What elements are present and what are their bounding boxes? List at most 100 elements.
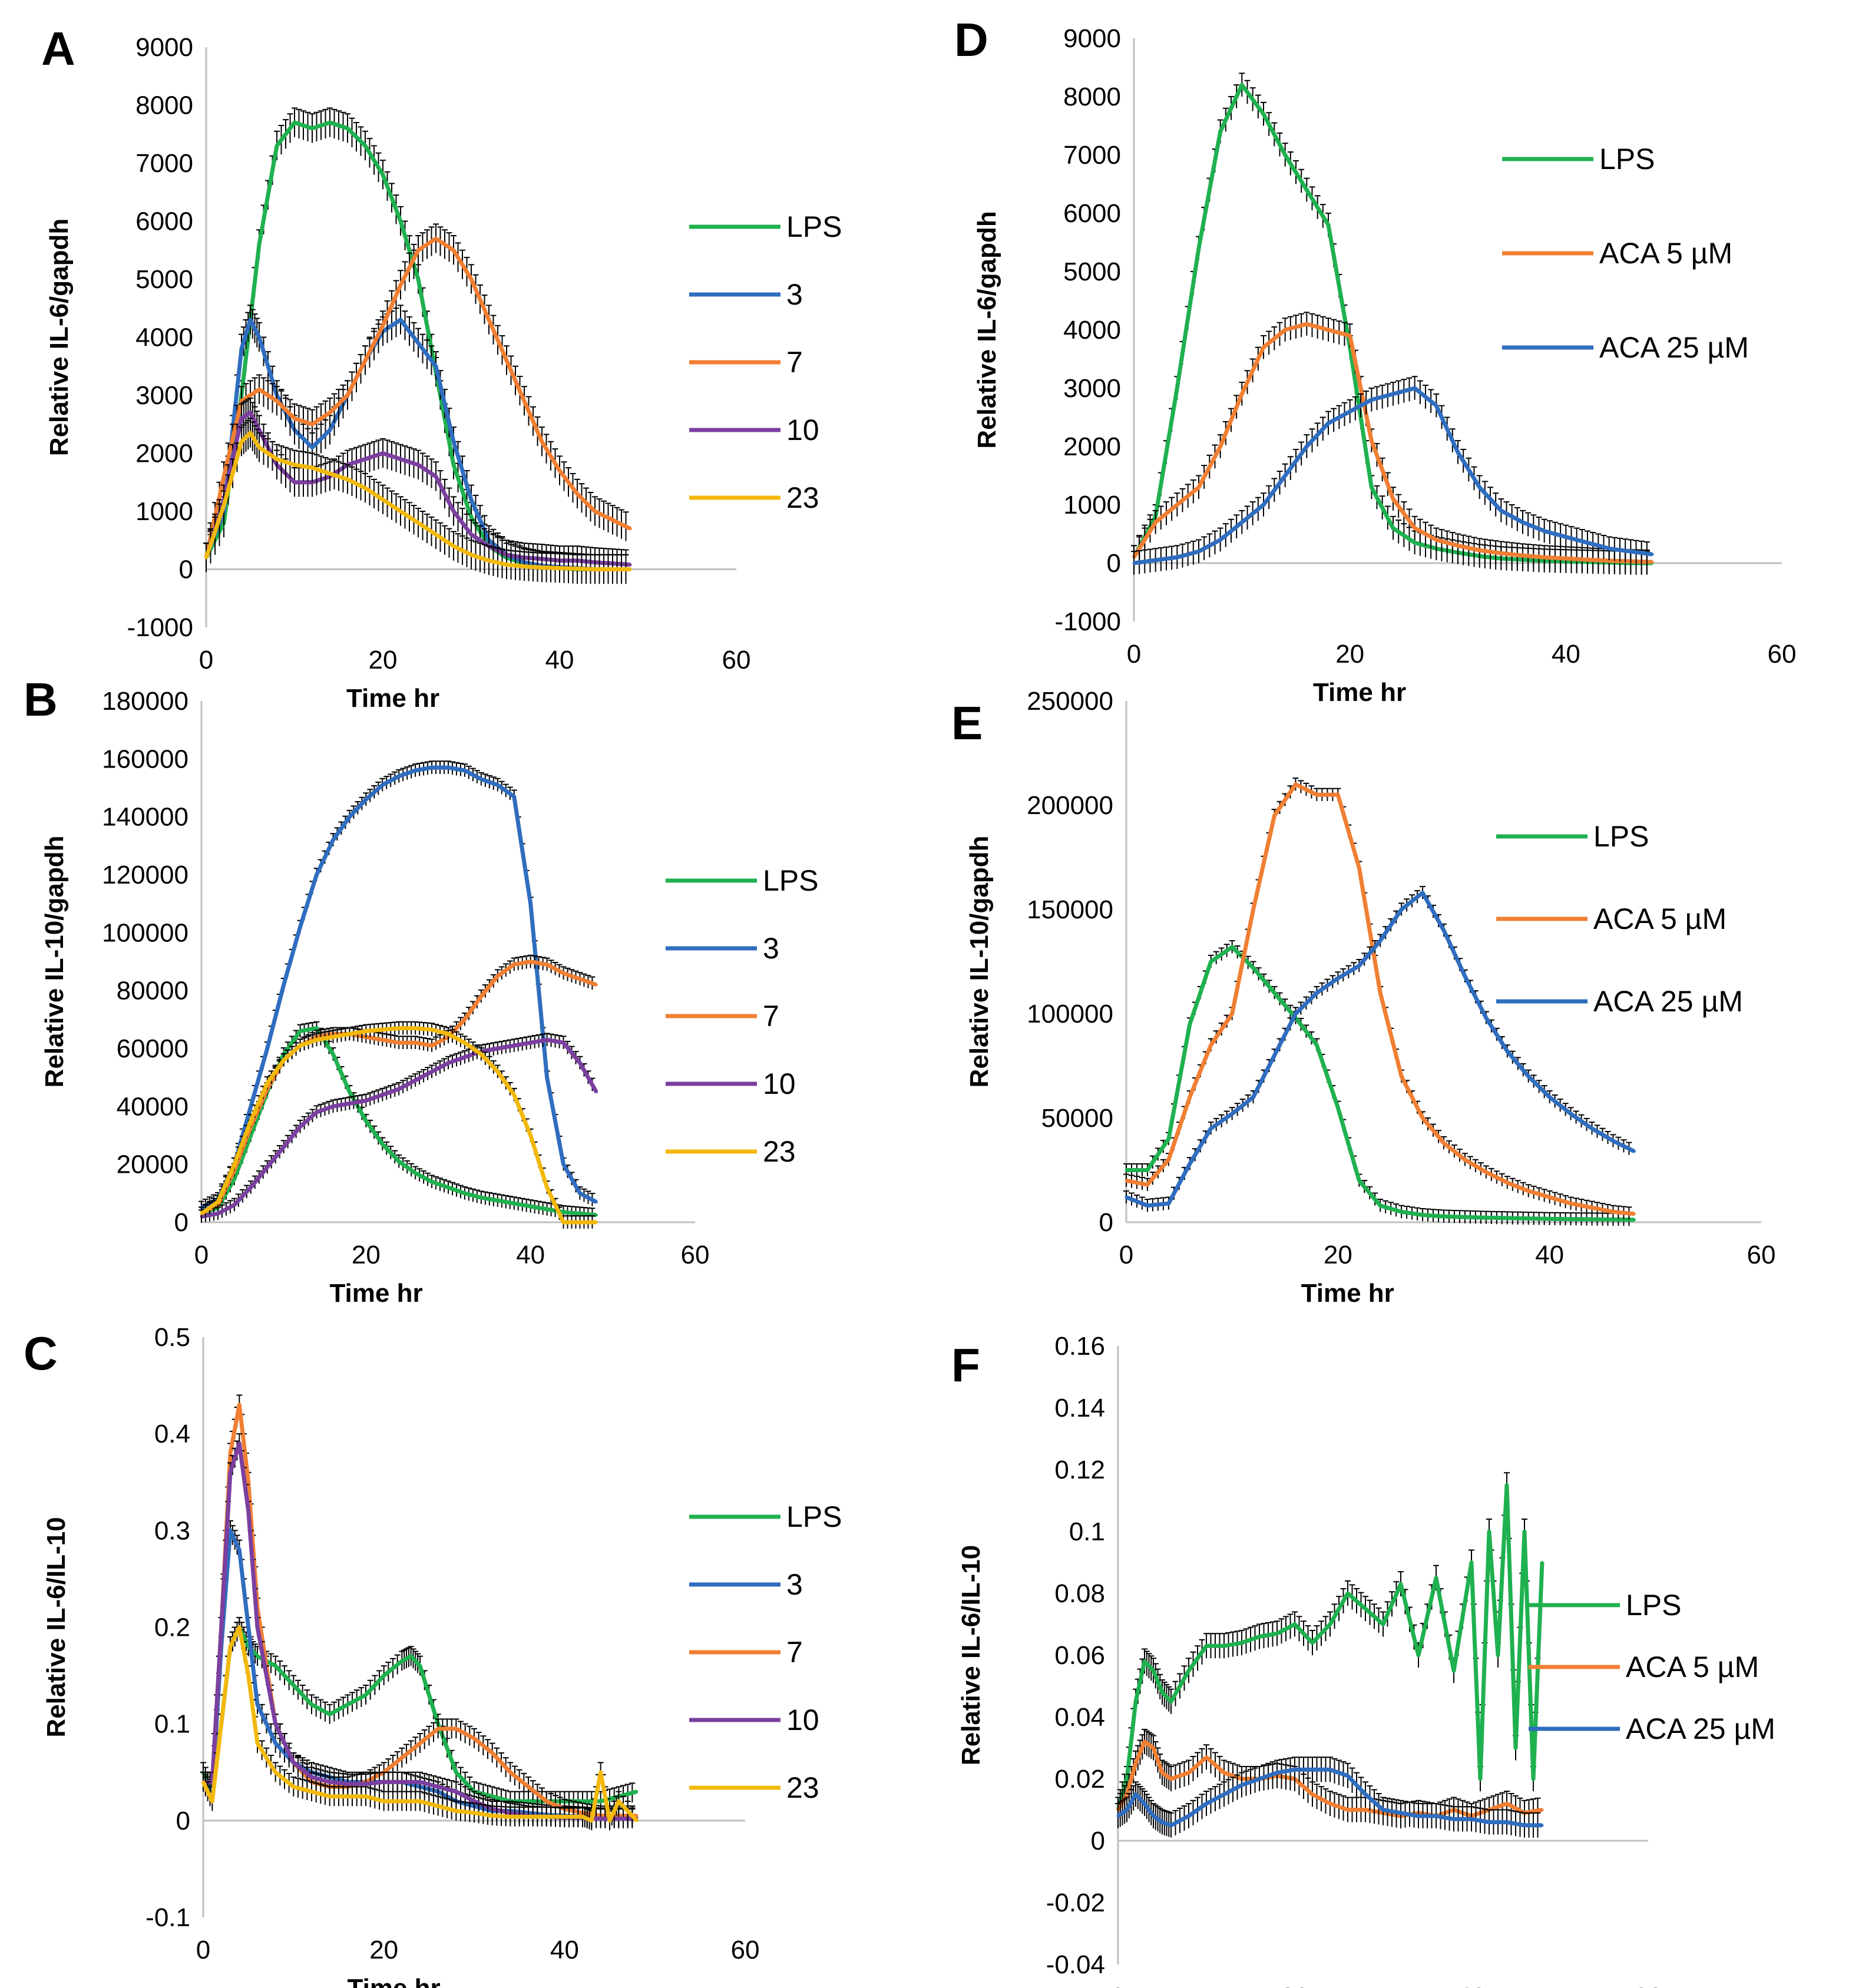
data-point bbox=[399, 510, 402, 513]
x-tick-label: 40 bbox=[1552, 640, 1580, 669]
data-point bbox=[233, 1177, 236, 1180]
data-point bbox=[348, 1101, 351, 1105]
y-tick-label: 100000 bbox=[1027, 1000, 1113, 1028]
data-point bbox=[1262, 346, 1265, 349]
data-point bbox=[529, 1041, 533, 1044]
data-point bbox=[562, 1220, 565, 1224]
data-point bbox=[545, 1800, 548, 1803]
y-tick-label: -1000 bbox=[1054, 607, 1121, 636]
data-point bbox=[447, 1186, 450, 1189]
data-point bbox=[454, 1727, 458, 1731]
data-point bbox=[418, 1664, 422, 1668]
data-point bbox=[508, 1815, 512, 1818]
data-point bbox=[1357, 866, 1361, 869]
error-bars bbox=[200, 1394, 636, 1826]
data-point bbox=[1391, 497, 1395, 501]
x-axis-title: Time hr bbox=[329, 1279, 422, 1308]
data-point bbox=[414, 1171, 417, 1175]
data-point bbox=[452, 440, 455, 444]
y-tick-label: 150000 bbox=[1027, 895, 1113, 924]
legend-item: LPS bbox=[689, 210, 842, 243]
legend-item: ACA 25 µM bbox=[1502, 331, 1749, 364]
data-point bbox=[1548, 1217, 1552, 1220]
data-point bbox=[1611, 1218, 1615, 1221]
x-tick-label: 40 bbox=[545, 646, 574, 674]
series-f-0 bbox=[1115, 1472, 1544, 1822]
series-d-1 bbox=[1131, 312, 1654, 574]
series-d-2 bbox=[1131, 376, 1654, 575]
data-point bbox=[562, 1210, 565, 1214]
data-point bbox=[1391, 392, 1395, 396]
data-point bbox=[310, 1775, 313, 1779]
data-point bbox=[522, 565, 526, 568]
data-point bbox=[1590, 1206, 1594, 1209]
data-point bbox=[479, 778, 483, 781]
legend-label: 3 bbox=[786, 278, 803, 311]
data-point bbox=[328, 1712, 332, 1716]
data-point bbox=[416, 277, 420, 281]
data-point bbox=[233, 1163, 236, 1166]
data-point bbox=[629, 568, 632, 571]
data-point bbox=[399, 318, 402, 322]
data-point bbox=[237, 1403, 241, 1407]
data-point bbox=[505, 563, 508, 567]
data-point bbox=[1146, 1204, 1149, 1208]
data-point bbox=[282, 983, 286, 987]
data-point bbox=[381, 498, 385, 501]
y-tick-label: 4000 bbox=[1063, 316, 1121, 345]
series-a-0 bbox=[203, 107, 632, 584]
data-point bbox=[578, 1212, 581, 1215]
data-point bbox=[274, 1742, 277, 1745]
y-tick-label: 200000 bbox=[1027, 791, 1113, 820]
data-point bbox=[1209, 1127, 1213, 1130]
data-point bbox=[1456, 544, 1460, 547]
data-point bbox=[1336, 793, 1340, 796]
data-point bbox=[1252, 908, 1255, 911]
series-e-2 bbox=[1123, 886, 1636, 1212]
data-point bbox=[1327, 223, 1330, 227]
data-point bbox=[1611, 1139, 1615, 1143]
data-point bbox=[1209, 960, 1213, 963]
data-point bbox=[508, 1771, 512, 1774]
data-point bbox=[593, 568, 597, 571]
data-point bbox=[1370, 439, 1373, 442]
data-point bbox=[1294, 1012, 1297, 1015]
data-point bbox=[529, 1134, 533, 1137]
data-point bbox=[1252, 966, 1255, 970]
y-axis-title: Relative IL-10/gapdh bbox=[965, 836, 994, 1088]
data-point bbox=[472, 1811, 476, 1815]
legend-label: 10 bbox=[786, 414, 819, 446]
x-tick-label: 60 bbox=[1768, 640, 1797, 669]
data-point bbox=[1608, 559, 1611, 563]
legend-item: 3 bbox=[689, 1568, 803, 1601]
data-point bbox=[617, 1817, 620, 1821]
legend-item: LPS bbox=[1502, 143, 1655, 176]
data-point bbox=[346, 127, 349, 130]
data-point bbox=[204, 556, 208, 560]
data-point bbox=[578, 977, 581, 981]
data-point bbox=[594, 983, 598, 987]
data-point bbox=[496, 974, 500, 978]
legend-label: LPS bbox=[1599, 143, 1655, 176]
data-point bbox=[256, 1703, 259, 1706]
data-point bbox=[496, 1199, 500, 1202]
data-point bbox=[216, 1200, 220, 1204]
legend-label: LPS bbox=[763, 864, 819, 897]
data-point bbox=[434, 532, 438, 536]
data-point bbox=[1219, 538, 1222, 541]
y-tick-label: 0 bbox=[174, 1208, 188, 1237]
x-tick-label: 0 bbox=[1111, 1983, 1125, 1988]
data-point bbox=[1456, 451, 1460, 454]
data-point bbox=[1315, 991, 1318, 995]
data-point bbox=[249, 318, 252, 322]
data-point bbox=[1413, 386, 1417, 390]
data-point bbox=[558, 567, 561, 570]
data-point bbox=[249, 1104, 253, 1108]
data-point bbox=[496, 1070, 500, 1073]
data-point bbox=[328, 1795, 332, 1798]
data-point bbox=[249, 411, 252, 415]
data-point bbox=[1209, 1043, 1213, 1047]
data-point bbox=[229, 1451, 232, 1455]
data-point bbox=[256, 1742, 259, 1745]
data-point bbox=[256, 1626, 259, 1629]
